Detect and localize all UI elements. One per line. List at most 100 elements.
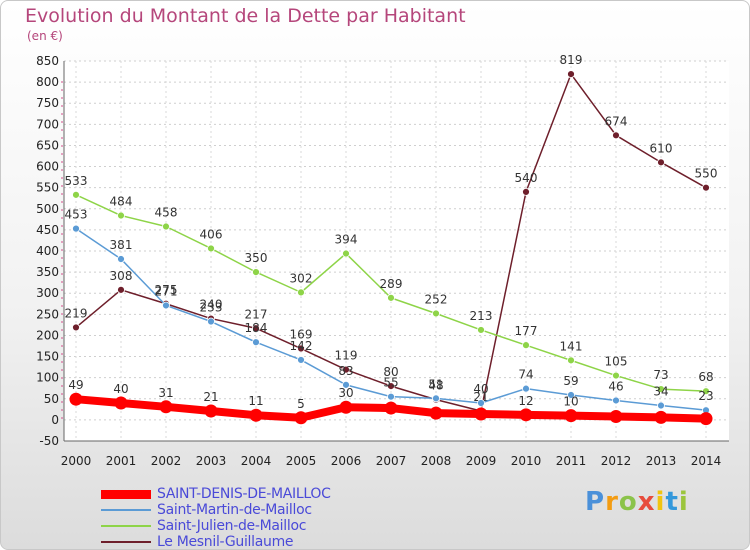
y-tick-label: 450 — [36, 223, 59, 237]
data-point — [207, 244, 215, 253]
data-label: 381 — [110, 238, 133, 252]
data-point — [522, 341, 530, 350]
data-point — [72, 190, 80, 199]
y-tick-label: 550 — [36, 181, 59, 195]
data-label: 31 — [158, 386, 173, 400]
data-point — [114, 396, 128, 410]
x-tick-label: 2010 — [511, 454, 542, 468]
y-tick-label: 200 — [36, 328, 59, 342]
data-point — [567, 391, 575, 399]
data-label: 49 — [68, 378, 83, 392]
data-point — [342, 365, 350, 374]
proxiti-logo: Proxiti — [585, 487, 689, 517]
data-label: 73 — [653, 368, 668, 382]
data-label: 217 — [245, 307, 268, 321]
data-label: 68 — [698, 370, 713, 384]
data-point — [297, 344, 305, 353]
data-label: 610 — [650, 141, 673, 155]
data-label: 105 — [605, 355, 628, 369]
data-point — [72, 224, 80, 233]
data-label: 34 — [653, 385, 668, 399]
legend-label: SAINT-DENIS-DE-MAILLOC — [157, 486, 331, 502]
y-tick-label: 650 — [36, 138, 59, 152]
data-point — [522, 187, 530, 196]
data-point — [702, 183, 710, 192]
data-label: 119 — [335, 349, 358, 363]
y-tick-label: 300 — [36, 286, 59, 300]
legend-swatch — [101, 541, 151, 543]
data-label: 350 — [245, 251, 268, 265]
data-label: 74 — [518, 368, 533, 382]
data-point — [252, 338, 260, 347]
data-point — [702, 387, 710, 396]
y-tick-label: 0 — [51, 413, 59, 427]
unit-label: (en €) — [27, 29, 63, 43]
x-tick-label: 2005 — [286, 454, 317, 468]
data-label: 394 — [335, 233, 358, 247]
data-point — [294, 411, 308, 425]
data-label: 46 — [608, 379, 623, 393]
data-point — [657, 385, 665, 393]
data-label: 219 — [65, 306, 88, 320]
data-label: 540 — [515, 171, 538, 185]
data-point — [72, 323, 80, 332]
data-label: 55 — [383, 376, 398, 390]
data-point — [474, 407, 488, 421]
y-tick-label: 150 — [36, 350, 59, 364]
data-point — [657, 401, 665, 410]
y-tick-label: 600 — [36, 160, 59, 174]
y-tick-label: 700 — [36, 117, 59, 131]
data-label: 550 — [695, 167, 718, 181]
y-tick-label: 350 — [36, 265, 59, 279]
y-tick-label: 850 — [36, 54, 59, 68]
legend-swatch — [101, 509, 151, 511]
data-label: 5 — [297, 397, 305, 411]
data-point — [204, 404, 218, 418]
data-point — [117, 211, 125, 220]
legend-label: Saint-Julien-de-Mailloc — [157, 518, 307, 534]
x-tick-label: 2012 — [601, 454, 632, 468]
y-tick-label: 250 — [36, 307, 59, 321]
data-label: 48 — [428, 379, 443, 393]
x-tick-label: 2014 — [691, 454, 722, 468]
data-label: 21 — [203, 390, 218, 404]
x-tick-label: 2009 — [466, 454, 497, 468]
data-point — [519, 408, 533, 422]
data-label: 59 — [563, 374, 578, 388]
data-point — [654, 410, 668, 424]
data-point — [657, 158, 665, 167]
data-point — [159, 400, 173, 414]
legend-item: Saint-Martin-de-Mailloc — [101, 502, 331, 518]
data-point — [252, 268, 260, 277]
data-point — [612, 371, 620, 380]
y-tick-label: 400 — [36, 244, 59, 258]
legend-label: Saint-Martin-de-Mailloc — [157, 502, 312, 518]
data-point — [567, 70, 575, 78]
data-label: 10 — [563, 395, 578, 409]
data-point — [384, 401, 398, 415]
data-label: 141 — [560, 339, 583, 353]
y-tick-label: 100 — [36, 371, 59, 385]
legend-label: Le Mesnil-Guillaume — [157, 534, 294, 550]
x-tick-label: 2002 — [151, 454, 182, 468]
data-point — [69, 392, 83, 406]
y-tick-label: 500 — [36, 202, 59, 216]
data-point — [429, 406, 443, 420]
data-point — [252, 324, 260, 333]
data-label: 819 — [560, 53, 583, 67]
legend-swatch — [101, 489, 151, 499]
data-label: 21 — [473, 390, 488, 404]
data-label: 169 — [290, 328, 313, 342]
data-point — [249, 408, 263, 422]
data-point — [387, 293, 395, 302]
data-point — [342, 249, 350, 258]
y-tick-label: 750 — [36, 96, 59, 110]
data-label: 233 — [200, 301, 223, 315]
data-point — [609, 410, 623, 424]
data-point — [207, 317, 215, 326]
data-label: 177 — [515, 324, 538, 338]
data-label: 302 — [290, 271, 313, 285]
x-tick-label: 2001 — [106, 454, 137, 468]
data-point — [117, 255, 125, 263]
